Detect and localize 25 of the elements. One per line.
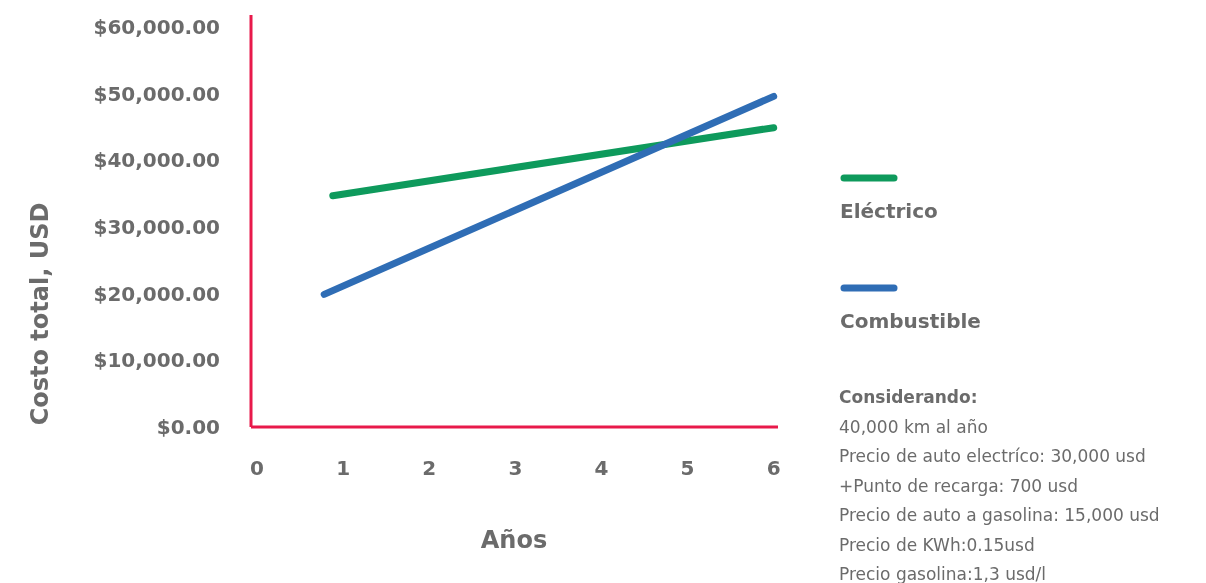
legend-label: Combustible: [840, 309, 981, 333]
text: Considerando:: [839, 387, 978, 407]
y-axis-title: Costo total, USD: [26, 202, 54, 426]
y-tick-label: $10,000.00: [93, 348, 220, 373]
y-tick-label: $40,000.00: [93, 148, 220, 173]
x-tick-label: 3: [508, 456, 523, 480]
y-tick-label: $0.00: [156, 415, 220, 439]
x-axis-title: Años: [480, 526, 548, 554]
x-tick-label: 4: [594, 456, 609, 480]
x-tick-label: 5: [680, 456, 695, 480]
x-tick-label: 2: [422, 456, 437, 480]
y-tick-label: $50,000.00: [93, 81, 220, 106]
x-tick-label: 1: [336, 456, 351, 480]
x-tick-label: 6: [766, 456, 781, 480]
legend-label: Eléctrico: [840, 199, 938, 223]
text: 40,000 km al año: [839, 416, 988, 437]
x-tick-label: 0: [250, 456, 264, 480]
text: Precio de KWh:0.15usd: [839, 534, 1035, 555]
text: Precio gasolina:1,3 usd/l: [839, 564, 1047, 583]
y-tick-label: $30,000.00: [93, 215, 220, 239]
text: Precio de auto a gasolina: 15,000 usd: [839, 505, 1160, 525]
y-tick-label: $60,000.00: [93, 15, 220, 39]
text: Precio de auto electríco: 30,000 usd: [839, 446, 1146, 466]
y-tick-label: $20,000.00: [93, 281, 220, 306]
text: +Punto de recarga: 700 usd: [839, 475, 1079, 496]
